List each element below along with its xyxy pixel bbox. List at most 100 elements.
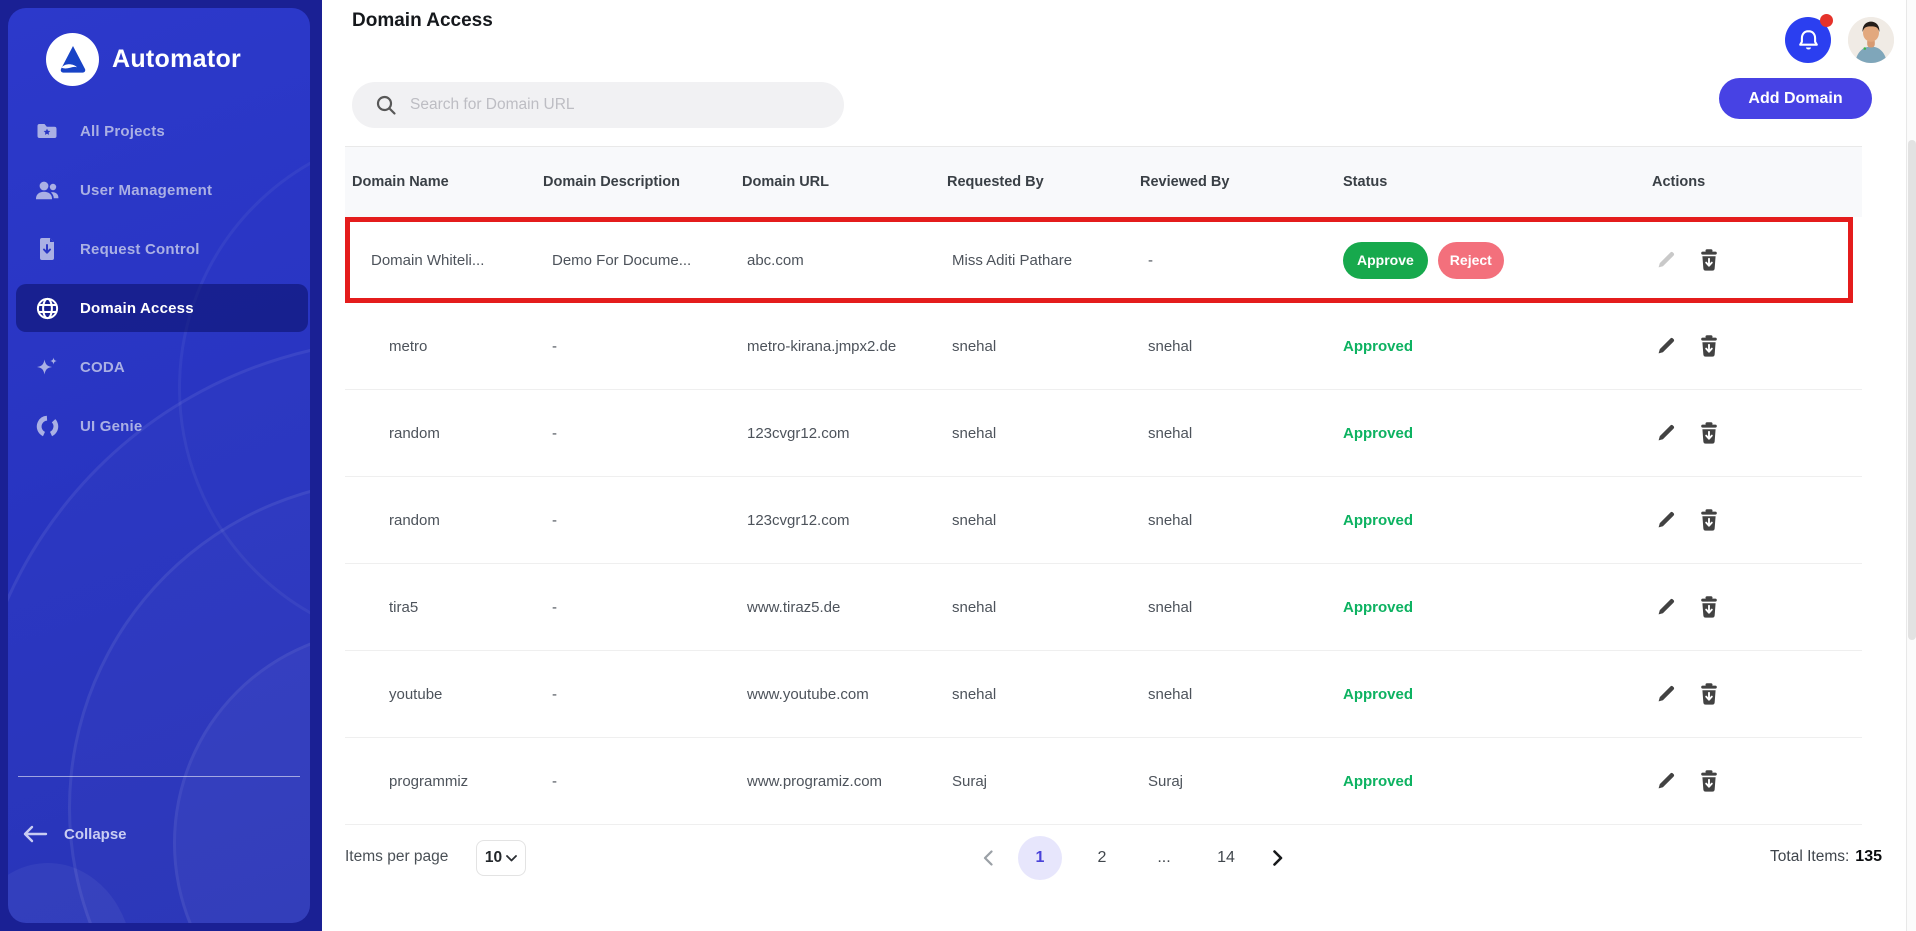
cell-domain-url: www.youtube.com (747, 685, 869, 703)
avatar-photo (1848, 17, 1894, 63)
decorative-circle (8, 863, 133, 923)
next-page-button[interactable] (1266, 836, 1290, 880)
column-header-actions: Actions (1652, 174, 1706, 190)
sidebar-item-label: User Management (80, 181, 213, 199)
items-per-page-select[interactable]: 10 (476, 840, 526, 876)
approve-button[interactable]: Approve (1343, 241, 1428, 279)
cell-domain-url: 123cvgr12.com (747, 424, 850, 442)
reject-button[interactable]: Reject (1437, 241, 1504, 279)
cell-status: Approved (1343, 599, 1652, 616)
edit-pencil-icon[interactable] (1654, 595, 1678, 619)
cell-domain-name: random (389, 424, 440, 442)
sidebar-item-label: Request Control (80, 240, 200, 258)
sidebar-item-label: UI Genie (80, 417, 143, 435)
edit-pencil-icon[interactable] (1654, 682, 1678, 706)
cell-reviewed-by: snehal (1148, 685, 1193, 703)
page-title: Domain Access (352, 10, 493, 31)
delete-trash-icon[interactable] (1696, 333, 1722, 360)
cell-reviewed-by: snehal (1148, 598, 1193, 616)
sidebar-item-label: CODA (80, 358, 125, 376)
cell-domain-url: www.tiraz5.de (747, 598, 841, 616)
column-header-domain-url: Domain URL (742, 174, 829, 190)
sidebar-item-domain-access[interactable]: Domain Access (16, 284, 308, 332)
delete-trash-icon[interactable] (1696, 247, 1722, 274)
arrow-left-icon (22, 824, 48, 844)
cell-requested-by: Miss Aditi Pathare (952, 251, 1073, 269)
edit-pencil-icon[interactable] (1654, 334, 1678, 358)
segmented-ring-icon (32, 414, 62, 439)
sidebar-item-ui-genie[interactable]: UI Genie (16, 402, 308, 450)
cell-requested-by: snehal (952, 511, 997, 529)
chevron-left-icon (983, 850, 993, 866)
delete-trash-icon[interactable] (1696, 507, 1722, 534)
table-header-row: Domain Name Domain Description Domain URL R… (345, 146, 1862, 217)
cell-actions (1652, 681, 1862, 708)
chevron-right-icon (1273, 850, 1283, 866)
sidebar: Automator All Projects User Management Req… (0, 0, 322, 931)
cell-domain-name: metro (389, 337, 428, 355)
sidebar-item-user-management[interactable]: User Management (16, 166, 308, 214)
cell-actions (1652, 333, 1862, 360)
delete-trash-icon[interactable] (1696, 594, 1722, 621)
decorative-circle (68, 478, 310, 923)
cell-reviewed-by: Suraj (1148, 772, 1184, 790)
cell-domain-url: metro-kirana.jmpx2.de (747, 337, 897, 355)
cell-domain-name: youtube (389, 685, 443, 703)
pagination: 1 2... 14 (976, 836, 1290, 880)
cell-domain-description: - (552, 511, 557, 529)
column-header-requested-by: Requested By (947, 174, 1044, 190)
sidebar-item-label: Domain Access (80, 299, 194, 317)
cell-status: Approved (1343, 773, 1652, 790)
user-avatar[interactable] (1848, 17, 1894, 63)
cell-domain-description: - (552, 598, 557, 616)
page-button-1[interactable]: 1 (1018, 836, 1062, 880)
cell-status: Approved (1343, 512, 1652, 529)
sidebar-collapse-button[interactable]: Collapse (8, 813, 310, 855)
page-button-2[interactable]: 2 (1080, 836, 1124, 880)
cell-domain-url: www.programiz.com (747, 772, 883, 790)
cell-actions (1652, 247, 1843, 274)
page-button-14[interactable]: 14 (1204, 836, 1248, 880)
column-header-domain-name: Domain Name (352, 174, 449, 190)
scrollbar-thumb[interactable] (1908, 140, 1916, 640)
add-domain-button[interactable]: Add Domain (1719, 78, 1872, 119)
total-items: Total Items: 135 (1770, 848, 1882, 866)
cell-requested-by: snehal (952, 337, 997, 355)
cell-requested-by: snehal (952, 424, 997, 442)
status-approved-label: Approved (1343, 685, 1414, 703)
cell-status: Approved (1343, 425, 1652, 442)
search-input[interactable] (410, 96, 810, 114)
status-approved-label: Approved (1343, 772, 1414, 790)
sidebar-item-coda[interactable]: CODA (16, 343, 308, 391)
cell-reviewed-by: snehal (1148, 337, 1193, 355)
cell-status: Approved (1343, 686, 1652, 703)
previous-page-button[interactable] (976, 836, 1000, 880)
sidebar-item-label: All Projects (80, 122, 165, 140)
cell-domain-description: Demo For Docume... (552, 251, 692, 269)
column-header-status: Status (1343, 174, 1388, 190)
status-approved-label: Approved (1343, 424, 1414, 442)
cell-actions (1652, 594, 1862, 621)
edit-pencil-icon[interactable] (1654, 421, 1678, 445)
total-items-value: 135 (1855, 848, 1882, 865)
delete-trash-icon[interactable] (1696, 420, 1722, 447)
cell-actions (1652, 507, 1862, 534)
page-scrollbar[interactable] (1906, 0, 1916, 931)
table-row: random - 123cvgr12.com snehal snehal Approved (345, 477, 1862, 564)
search-icon (376, 95, 396, 115)
cell-status: Approve Reject (1343, 241, 1652, 279)
sidebar-item-request-control[interactable]: Request Control (16, 225, 308, 273)
edit-pencil-icon[interactable] (1654, 508, 1678, 532)
sidebar-item-all-projects[interactable]: All Projects (16, 107, 308, 155)
cell-domain-name: programmiz (389, 772, 469, 790)
edit-pencil-icon (1654, 248, 1678, 272)
cell-domain-url: abc.com (747, 251, 804, 269)
delete-trash-icon[interactable] (1696, 768, 1722, 795)
table-row: random - 123cvgr12.com snehal snehal Approved (345, 390, 1862, 477)
table-row: youtube - www.youtube.com snehal snehal Appro… (345, 651, 1862, 738)
cell-requested-by: snehal (952, 685, 997, 703)
edit-pencil-icon[interactable] (1654, 769, 1678, 793)
cell-domain-description: - (552, 772, 557, 790)
delete-trash-icon[interactable] (1696, 681, 1722, 708)
page-ellipsis: ... (1142, 836, 1186, 880)
